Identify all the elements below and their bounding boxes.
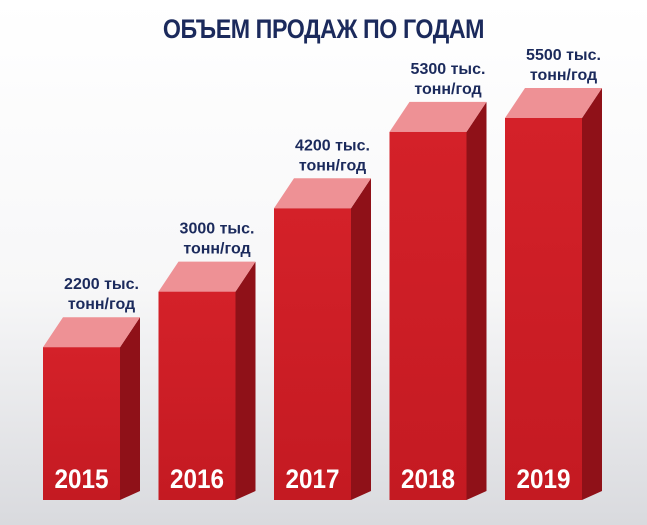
unit-label: тонн/год [414, 81, 481, 98]
bar-2018: 2018 5300 тыс. тонн/год [389, 61, 487, 501]
year-label: 2016 [170, 464, 224, 494]
bar-top [274, 178, 371, 209]
bar-front [389, 131, 467, 500]
bar-2017: 2017 4200 тыс. тонн/год [274, 137, 371, 501]
bar-front [158, 291, 236, 500]
value-label: 4200 тыс. [295, 137, 370, 154]
bar-front [505, 118, 582, 500]
value-label: 5500 тыс. [526, 47, 601, 64]
bar-front [274, 208, 351, 501]
bar-2016: 2016 3000 тыс. тонн/год [158, 221, 256, 500]
year-label: 2017 [286, 464, 340, 494]
bar-side [582, 88, 602, 500]
bar-side [351, 178, 371, 501]
year-label: 2015 [55, 464, 109, 494]
bar-top [389, 101, 487, 132]
unit-label: тонн/год [68, 296, 135, 313]
unit-label: тонн/год [530, 67, 597, 84]
value-label: 3000 тыс. [180, 221, 255, 238]
bar-side [235, 261, 256, 500]
unit-label: тонн/год [299, 157, 366, 174]
bar-2015: 2015 2200 тыс. тонн/год [43, 276, 140, 500]
chart-title: ОБЪЕМ ПРОДАЖ ПО ГОДАМ [162, 14, 485, 44]
bar-top [158, 261, 256, 292]
bar-front [43, 347, 120, 500]
bar-side [120, 317, 140, 500]
unit-label: тонн/год [183, 241, 250, 258]
year-label: 2018 [401, 464, 455, 494]
bar-top [43, 317, 140, 348]
value-label: 2200 тыс. [64, 276, 139, 293]
bar-side [466, 101, 487, 501]
bar-2019: 2019 5500 тыс. тонн/год [505, 47, 602, 500]
value-label: 5300 тыс. [411, 61, 486, 78]
year-label: 2019 [517, 464, 571, 494]
bar-top [505, 88, 602, 118]
